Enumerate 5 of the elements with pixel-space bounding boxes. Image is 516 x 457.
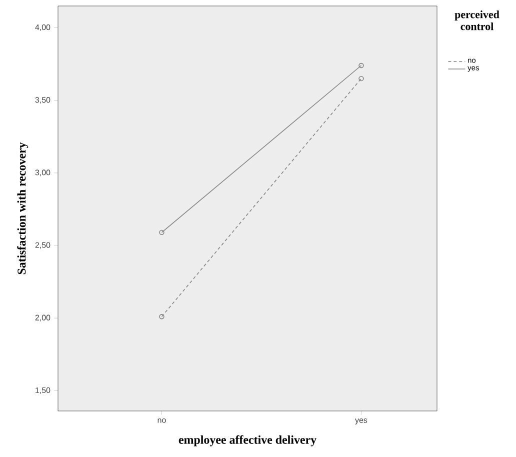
- point: [159, 314, 164, 320]
- x-axis-title: employee affective delivery: [178, 435, 316, 446]
- y-axis-title: Satisfaction with recovery: [17, 142, 28, 274]
- legend-title: perceived control: [454, 10, 500, 30]
- point: [358, 76, 364, 82]
